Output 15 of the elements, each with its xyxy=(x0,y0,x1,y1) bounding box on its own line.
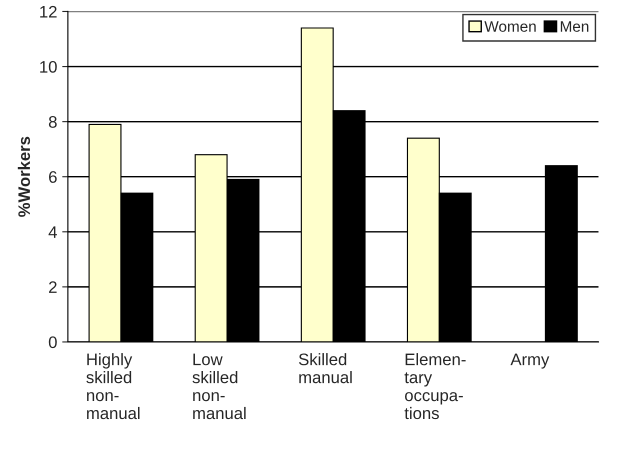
x-tick-label: Highly skilled non- manual xyxy=(86,353,140,420)
x-tick-label: Army xyxy=(510,354,550,369)
y-tick-label: 12 xyxy=(40,6,57,18)
y-axis-title: %Workers xyxy=(18,136,30,217)
y-tick-label: 2 xyxy=(49,281,57,293)
y-tick-label: 6 xyxy=(49,171,57,183)
legend-label: Women xyxy=(484,21,536,32)
y-tick-label: 0 xyxy=(48,336,57,348)
x-tick-label: Low skilled non- manual xyxy=(192,354,246,420)
y-tick-label: 8 xyxy=(48,116,57,128)
y-tick-label: 4 xyxy=(48,226,57,238)
y-tick-label: 10 xyxy=(40,60,57,73)
x-tick-label: Skilled manual xyxy=(298,353,352,384)
x-tick-label: Elemen- tary occupa- tions xyxy=(404,353,466,420)
legend-label: Men xyxy=(560,21,588,32)
